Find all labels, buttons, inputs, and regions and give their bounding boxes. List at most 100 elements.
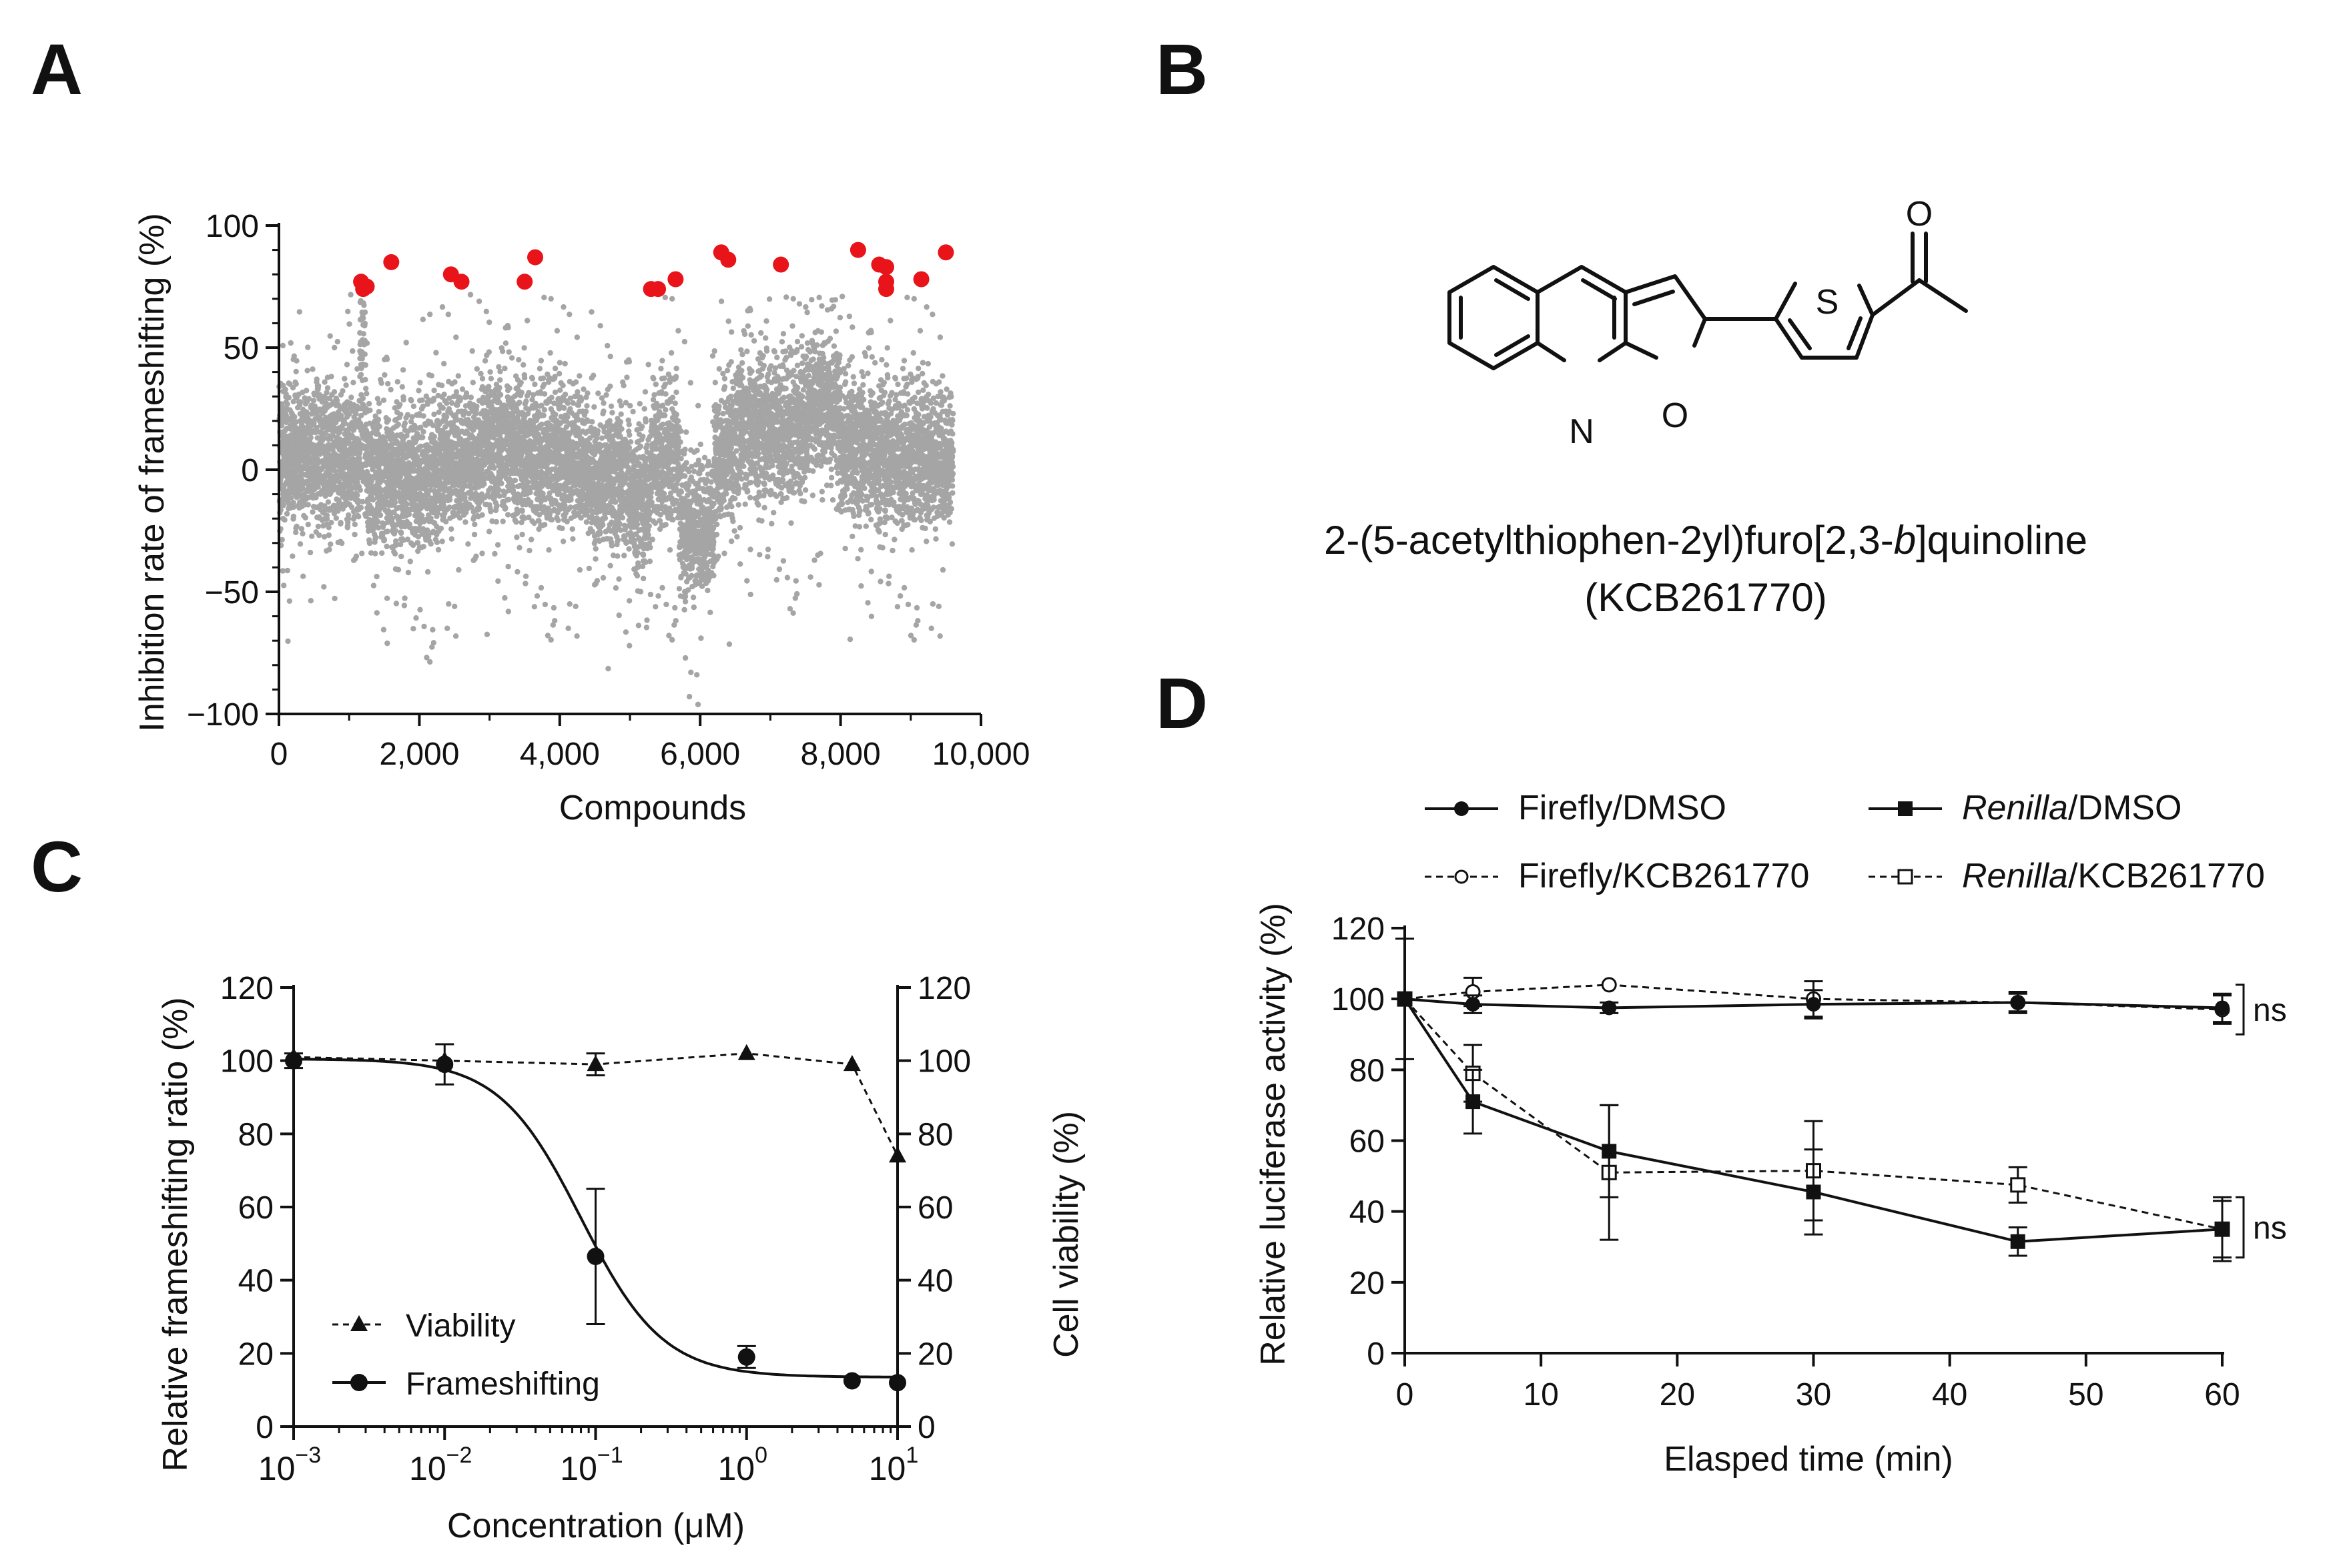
screening-point bbox=[448, 536, 455, 542]
screening-point bbox=[352, 531, 358, 538]
screening-point bbox=[523, 398, 529, 404]
screening-point bbox=[398, 412, 404, 418]
screening-point bbox=[376, 400, 382, 406]
screening-point bbox=[488, 508, 494, 514]
screening-point bbox=[597, 530, 603, 536]
screening-point bbox=[593, 556, 599, 562]
screening-point bbox=[556, 370, 563, 377]
screening-point bbox=[600, 522, 606, 528]
screening-point bbox=[401, 603, 408, 609]
screening-point bbox=[353, 553, 360, 559]
screening-point bbox=[402, 420, 408, 426]
screening-point bbox=[503, 505, 509, 512]
screening-point bbox=[467, 292, 474, 298]
screening-point bbox=[403, 340, 409, 346]
screening-point bbox=[534, 593, 541, 599]
screening-point bbox=[452, 379, 458, 385]
screening-point bbox=[626, 546, 632, 552]
screening-point bbox=[346, 321, 352, 327]
screening-point bbox=[541, 391, 548, 397]
screening-point bbox=[617, 419, 624, 425]
screening-point bbox=[372, 550, 378, 556]
screening-point bbox=[381, 537, 388, 543]
screening-point bbox=[617, 521, 623, 527]
screening-point bbox=[586, 565, 592, 572]
screening-point bbox=[343, 382, 349, 388]
screening-point bbox=[479, 376, 486, 382]
screening-point bbox=[517, 399, 523, 406]
screening-point bbox=[444, 625, 450, 631]
screening-point bbox=[430, 640, 436, 646]
screening-point bbox=[542, 522, 548, 528]
screening-point bbox=[554, 328, 561, 334]
screening-point bbox=[384, 528, 390, 534]
screening-point bbox=[551, 605, 557, 611]
screening-point bbox=[505, 512, 511, 518]
screening-point bbox=[480, 394, 486, 400]
screening-point bbox=[419, 397, 425, 403]
screening-point bbox=[607, 418, 613, 424]
screening-point bbox=[380, 397, 387, 403]
screening-point bbox=[600, 574, 607, 581]
screening-point bbox=[626, 358, 633, 365]
screening-point bbox=[314, 376, 320, 382]
screening-point bbox=[298, 526, 305, 532]
screening-point bbox=[305, 502, 311, 508]
screening-point bbox=[626, 422, 632, 428]
screening-point bbox=[333, 515, 339, 521]
screening-point bbox=[557, 387, 563, 393]
screening-point bbox=[433, 350, 439, 356]
screening-point bbox=[394, 379, 400, 385]
screening-point bbox=[427, 659, 433, 665]
screening-point bbox=[360, 331, 366, 337]
screening-point bbox=[324, 390, 330, 396]
screening-point bbox=[376, 408, 382, 415]
screening-point bbox=[456, 566, 462, 573]
screening-point bbox=[499, 348, 506, 354]
screening-point bbox=[552, 618, 558, 624]
screening-point bbox=[486, 349, 492, 355]
screening-point bbox=[487, 369, 493, 375]
screening-point bbox=[427, 311, 433, 318]
screening-point bbox=[307, 549, 314, 556]
screening-point bbox=[561, 405, 567, 411]
screening-point bbox=[498, 480, 505, 486]
screening-point bbox=[565, 414, 571, 420]
screening-point bbox=[286, 394, 292, 401]
screening-point bbox=[345, 308, 351, 314]
screening-point bbox=[344, 362, 350, 368]
screening-point bbox=[514, 534, 520, 540]
screening-point bbox=[579, 396, 585, 403]
screening-point bbox=[290, 513, 297, 520]
screening-point bbox=[584, 403, 590, 409]
screening-point bbox=[331, 389, 338, 395]
screening-point bbox=[452, 633, 459, 639]
screening-point bbox=[506, 496, 512, 502]
screening-point bbox=[474, 403, 480, 410]
screening-point bbox=[282, 517, 288, 523]
screening-point bbox=[532, 381, 538, 388]
screening-point bbox=[420, 428, 426, 435]
panel-label-b: B bbox=[1156, 29, 1208, 109]
screening-point bbox=[615, 537, 621, 543]
screening-point bbox=[417, 380, 423, 386]
screening-point bbox=[505, 563, 511, 570]
screening-point bbox=[293, 381, 299, 387]
screening-point bbox=[280, 342, 286, 349]
screening-point bbox=[420, 434, 426, 440]
screening-point bbox=[446, 601, 452, 607]
screening-point bbox=[354, 492, 360, 498]
screening-point bbox=[297, 541, 304, 547]
screening-point bbox=[529, 536, 535, 542]
screening-point bbox=[385, 417, 392, 423]
screening-point bbox=[601, 428, 607, 435]
screening-point bbox=[567, 312, 573, 318]
screening-point bbox=[512, 477, 519, 484]
screening-point bbox=[374, 610, 380, 616]
screening-point bbox=[283, 412, 289, 418]
screening-point bbox=[374, 573, 380, 580]
screening-point bbox=[626, 444, 633, 451]
screening-point bbox=[503, 340, 509, 346]
screening-point bbox=[560, 538, 567, 544]
